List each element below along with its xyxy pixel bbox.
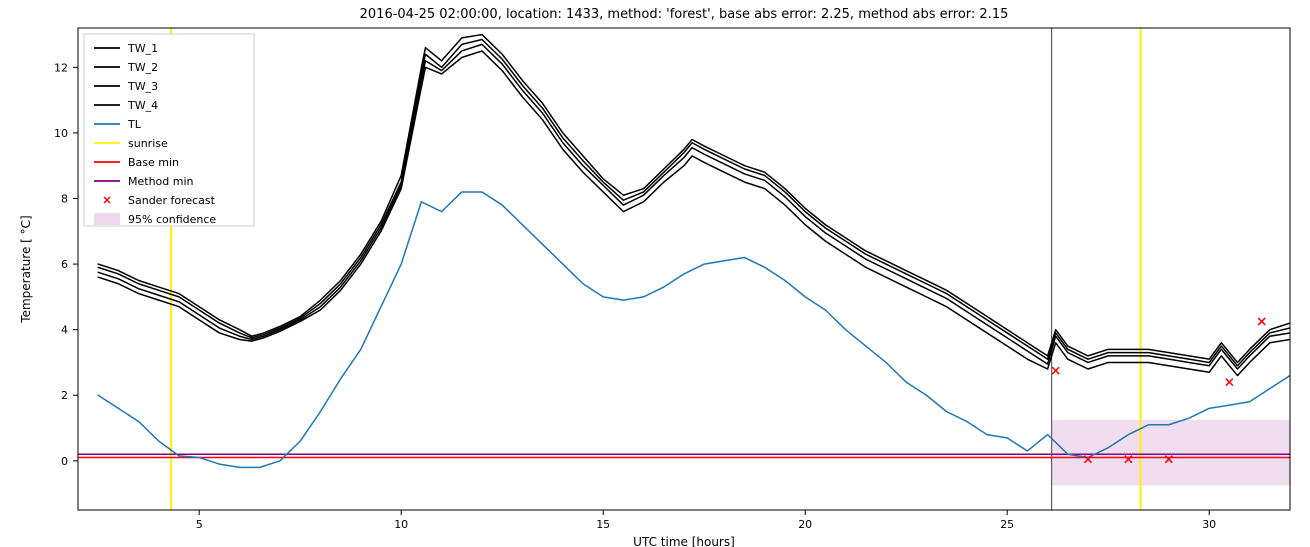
- chart-container: 5 10 15 20 25 30 0 2 4 6 8 10 12 UTC time [hours] Temp…: [0, 0, 1310, 547]
- x-tick-label: 25: [1000, 518, 1014, 531]
- x-tick-label: 15: [596, 518, 610, 531]
- confidence-band: [1052, 420, 1290, 486]
- x-tick-label: 10: [394, 518, 408, 531]
- x-tick-label: 20: [798, 518, 812, 531]
- legend-swatch: [94, 213, 120, 225]
- chart-title: 2016-04-25 02:00:00, location: 1433, met…: [360, 7, 1009, 22]
- legend-label: 95% confidence: [128, 213, 216, 226]
- y-tick-label: 4: [61, 324, 68, 337]
- y-tick-label: 8: [61, 193, 68, 206]
- y-tick-label: 2: [61, 389, 68, 402]
- legend-label: TW_4: [127, 99, 158, 112]
- y-tick-label: 6: [61, 258, 68, 271]
- legend-label: sunrise: [128, 137, 168, 150]
- legend-label: TW_1: [127, 42, 158, 55]
- x-tick-label: 5: [196, 518, 203, 531]
- y-tick-label: 12: [54, 61, 68, 74]
- legend-label: TW_2: [127, 61, 158, 74]
- legend-label: TL: [127, 118, 142, 131]
- y-tick-label: 0: [61, 455, 68, 468]
- legend-label: Sander forecast: [128, 194, 216, 207]
- x-axis-label: UTC time [hours]: [633, 535, 735, 547]
- legend-label: Base min: [128, 156, 179, 169]
- y-tick-label: 10: [54, 127, 68, 140]
- line-chart: 5 10 15 20 25 30 0 2 4 6 8 10 12 UTC time [hours] Temp…: [0, 0, 1310, 547]
- legend-label: TW_3: [127, 80, 158, 93]
- y-axis-label: Temperature [ °C]: [19, 215, 33, 323]
- x-tick-label: 30: [1202, 518, 1216, 531]
- legend-label: Method min: [128, 175, 194, 188]
